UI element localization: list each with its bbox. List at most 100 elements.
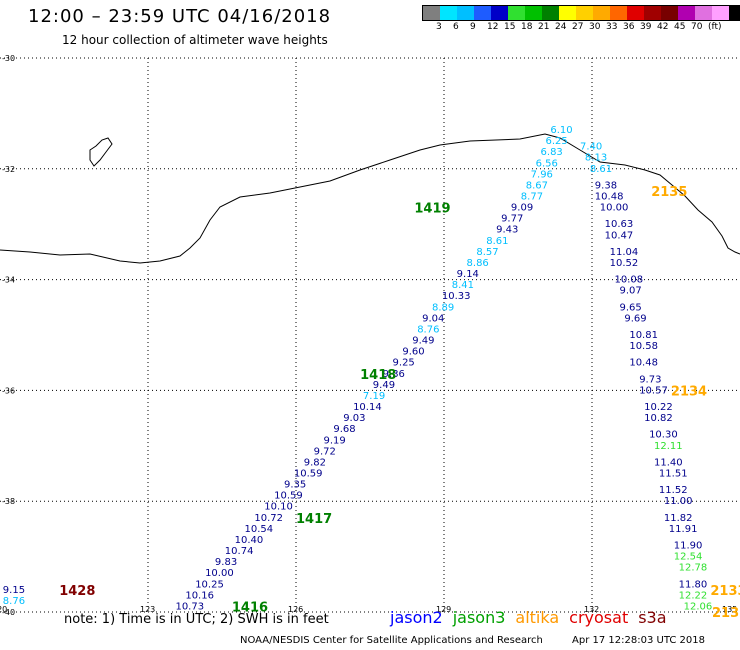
- pass-time-label: 2134: [671, 384, 707, 399]
- wave-height-label: 10.33: [442, 291, 471, 302]
- wave-height-label: 11.90: [674, 541, 703, 552]
- legend-label: 33: [606, 22, 618, 32]
- wave-height-label: 9.09: [511, 203, 533, 214]
- wave-height-label: 8.77: [521, 192, 543, 203]
- wave-height-label: 10.10: [264, 502, 293, 513]
- wave-height-label: 8.57: [476, 247, 498, 258]
- wave-height-label: 12.11: [654, 441, 683, 452]
- wave-height-label: 8.41: [452, 280, 474, 291]
- footer-date: Apr 17 12:28:03 UTC 2018: [572, 635, 705, 646]
- wave-height-label: 10.73: [175, 601, 204, 612]
- pass-time-label: 1419: [414, 202, 450, 217]
- legend-swatch: [627, 6, 644, 20]
- wave-height-label: 8.61: [486, 236, 508, 247]
- wave-height-label: 8.67: [526, 180, 548, 191]
- wave-height-label: 8.76: [417, 324, 439, 335]
- legend-label: 9: [470, 22, 476, 32]
- wave-height-label: 6.56: [536, 158, 558, 169]
- wave-height-label: 10.16: [185, 590, 214, 601]
- wave-height-label: 10.08: [615, 275, 644, 286]
- footer: NOAA/NESDIS Center for Satellite Applica…: [240, 635, 705, 646]
- wave-height-label: 9.77: [501, 214, 523, 225]
- lon-label: 123: [140, 605, 155, 614]
- wave-height-label: 10.40: [235, 535, 264, 546]
- pass-time-label: 1417: [296, 512, 332, 527]
- wave-height-label: 10.30: [649, 430, 678, 441]
- satellite-legend: jason2 jason3 altika cryosat s3a: [390, 608, 677, 627]
- map-title: 12:00 – 23:59 UTC 04/16/2018: [28, 6, 332, 27]
- wave-height-label: 11.04: [610, 247, 639, 258]
- wave-height-label: 9.73: [639, 374, 661, 385]
- wave-height-label: 12.54: [674, 552, 703, 563]
- legend-swatch: [559, 6, 576, 20]
- wave-height-label: 9.69: [624, 313, 646, 324]
- wave-height-label: 11.40: [654, 457, 683, 468]
- pass-time-label: 1428: [59, 584, 95, 599]
- wave-height-label: 9.82: [304, 457, 326, 468]
- wave-height-label: 9.19: [323, 435, 345, 446]
- wave-height-label: 9.72: [314, 446, 336, 457]
- wave-height-label: 9.04: [422, 313, 444, 324]
- legend-swatch: [474, 6, 491, 20]
- wave-height-label: 8.76: [3, 596, 25, 607]
- satellite-jason3: jason3: [452, 608, 506, 627]
- kangaroo-like-island: [89, 137, 113, 167]
- satellite-s3a: s3a: [638, 608, 667, 627]
- legend-label: 15: [504, 22, 516, 32]
- legend-swatch: [525, 6, 542, 20]
- pass-time-label: 1418: [360, 368, 396, 383]
- lat-label: -34: [2, 276, 15, 285]
- legend-swatch: [491, 6, 508, 20]
- wave-height-label: 9.65: [619, 302, 641, 313]
- wave-height-label: 10.00: [600, 203, 629, 214]
- wave-height-label: 8.13: [585, 153, 607, 164]
- wave-height-label: 10.59: [294, 469, 323, 480]
- color-legend: [422, 5, 740, 21]
- legend-label: 12: [487, 22, 499, 32]
- satellite-cryosat: cryosat: [569, 608, 629, 627]
- lat-label: -30: [2, 54, 15, 63]
- wave-height-label: 10.22: [644, 402, 673, 413]
- legend-label: 30: [589, 22, 601, 32]
- lon-label: 120: [0, 605, 7, 614]
- wave-height-label: 8.86: [467, 258, 489, 269]
- wave-height-label: 8.61: [590, 164, 612, 175]
- wave-height-label: 12.06: [684, 601, 713, 612]
- coastline-path: [0, 133, 740, 264]
- wave-height-label: 11.91: [669, 524, 698, 535]
- legend-swatch: [593, 6, 610, 20]
- pass-time-label: 1416: [232, 600, 268, 615]
- wave-height-label: 9.83: [215, 557, 237, 568]
- wave-height-label: 9.68: [333, 424, 355, 435]
- legend-label: 36: [623, 22, 635, 32]
- legend-label: 24: [555, 22, 567, 32]
- wave-height-label: 6.83: [541, 147, 563, 158]
- wave-height-label: 8.89: [432, 302, 454, 313]
- wave-height-label: 10.47: [605, 230, 634, 241]
- wave-height-label: 11.51: [659, 469, 688, 480]
- satellite-jason2: jason2: [390, 608, 443, 627]
- wave-height-label: 7.40: [580, 142, 602, 153]
- legend-swatch: [661, 6, 678, 20]
- wave-height-label: 12.78: [679, 563, 708, 574]
- legend-swatch: [610, 6, 627, 20]
- legend-label: 18: [521, 22, 533, 32]
- legend-swatch: [440, 6, 457, 20]
- wave-height-label: 9.25: [393, 358, 415, 369]
- wave-height-label: 12.22: [679, 590, 708, 601]
- wave-height-label: 9.38: [595, 180, 617, 191]
- wave-height-label: 10.00: [205, 568, 234, 579]
- wave-height-label: 10.48: [629, 358, 658, 369]
- legend-swatch: [508, 6, 525, 20]
- wave-height-label: 10.57: [639, 385, 668, 396]
- wave-height-label: 11.80: [679, 579, 708, 590]
- wave-height-label: 11.52: [659, 485, 688, 496]
- wave-height-label: 9.15: [3, 585, 25, 596]
- wave-height-label: 11.82: [664, 513, 693, 524]
- note-text: note: 1) Time is in UTC; 2) SWH is in fe…: [64, 612, 329, 627]
- lat-label: -38: [2, 497, 15, 506]
- legend-swatch: [729, 6, 740, 20]
- wave-height-label: 10.48: [595, 192, 624, 203]
- wave-height-label: 10.81: [629, 330, 658, 341]
